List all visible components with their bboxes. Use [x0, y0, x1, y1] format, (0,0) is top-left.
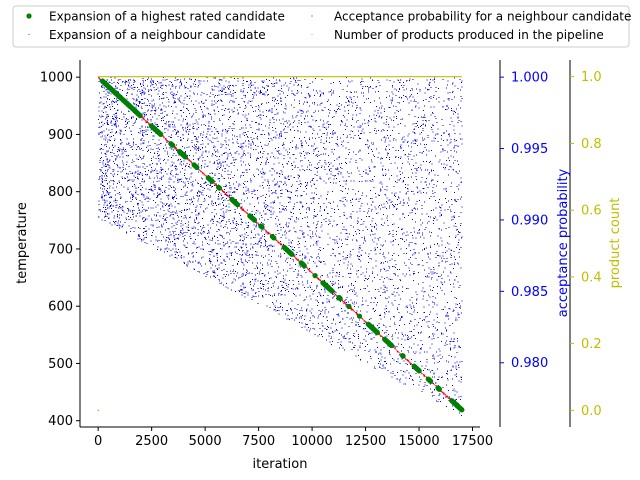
acceptance-axis-title: acceptance probability: [556, 168, 571, 317]
temperature-tick-label: 500: [48, 357, 73, 372]
acceptance-tick-label: 1.000: [511, 71, 548, 86]
legend-marker-products: [311, 34, 313, 35]
temperature-tick-label: 600: [48, 300, 73, 315]
highest-rated-candidate-point: [289, 251, 295, 257]
product-count-axis-title: product count: [608, 198, 623, 289]
highest-rated-candidate-point: [170, 142, 176, 148]
x-axis-ticks: 0 2500 5000 7500 10000 12500 15000 17500: [94, 427, 493, 449]
highest-rated-candidate-point: [182, 154, 188, 160]
highest-rated-candidate-point: [416, 368, 422, 374]
highest-rated-candidate-point: [259, 224, 265, 230]
temperature-tick-label: 1000: [40, 71, 73, 86]
product-count-tick-label: 1.0: [581, 70, 602, 85]
highest-rated-candidate-point: [271, 235, 277, 241]
product-count-tick-label: 0.4: [581, 270, 602, 285]
x-tick-label: 0: [94, 434, 102, 449]
highest-rated-candidate-point: [346, 303, 352, 310]
acceptance-tick-label: 0.980: [511, 356, 548, 371]
x-axis-title: iteration: [253, 457, 308, 472]
highest-rated-candidate-point: [459, 407, 465, 413]
highest-rated-candidate-point: [400, 353, 406, 359]
temperature-tick-label: 700: [48, 242, 73, 257]
highest-rated-candidate-points: [99, 78, 465, 413]
temperature-axis-title: temperature: [15, 202, 30, 284]
legend-label-products: Number of products produced in the pipel…: [334, 28, 604, 42]
product-count-points: [97, 76, 462, 412]
legend-marker-highest-rated: [26, 13, 32, 19]
product-count-axis-ticks: 0.0 0.2 0.4 0.6 0.8 1.0: [570, 70, 602, 419]
highest-rated-candidate-point: [301, 263, 307, 269]
legend-label-acceptance: Acceptance probability for a neighbour c…: [334, 10, 631, 24]
highest-rated-candidate-point: [436, 386, 442, 392]
temperature-tick-label: 800: [48, 185, 73, 200]
legend: Expansion of a highest rated candidate E…: [12, 5, 631, 48]
acceptance-tick-label: 0.990: [511, 213, 548, 228]
highest-rated-candidate-point: [251, 217, 258, 223]
product-count-tick-label: 0.6: [581, 204, 602, 219]
highest-rated-candidate-point: [374, 330, 380, 336]
product-count-outlier: [97, 409, 99, 412]
x-tick-label: 15000: [398, 434, 439, 449]
highest-rated-candidate-point: [158, 131, 164, 137]
highest-rated-candidate-point: [337, 296, 343, 302]
plot-area: [97, 76, 465, 416]
acceptance-tick-label: 0.985: [511, 285, 548, 300]
highest-rated-candidate-point: [329, 288, 335, 294]
temperature-axis-ticks: 400 500 600 700 800 900 1000: [40, 71, 80, 429]
highest-rated-candidate-point: [356, 313, 363, 319]
acceptance-axis-ticks: 0.980 0.985 0.990 0.995 1.000: [500, 71, 548, 371]
highest-rated-candidate-point: [312, 273, 318, 279]
highest-rated-candidate-point: [194, 164, 200, 170]
product-count-tick-label: 0.0: [581, 404, 602, 419]
x-tick-label: 17500: [452, 434, 493, 449]
legend-label-neighbour: Expansion of a neighbour candidate: [49, 28, 266, 42]
axes: 0 2500 5000 7500 10000 12500 15000 17500 400 500…: [15, 60, 623, 472]
legend-marker-neighbour: [28, 34, 30, 35]
product-count-tick-label: 0.8: [581, 137, 602, 152]
x-tick-label: 7500: [242, 434, 275, 449]
temperature-tick-label: 900: [48, 128, 73, 143]
product-count-tick-label: 0.2: [581, 337, 602, 352]
x-tick-label: 5000: [189, 434, 222, 449]
legend-marker-acceptance: [311, 15, 313, 17]
legend-label-highest-rated: Expansion of a highest rated candidate: [49, 10, 285, 24]
highest-rated-candidate-point: [235, 202, 241, 208]
legend-frame: [12, 5, 630, 48]
x-tick-label: 10000: [291, 434, 332, 449]
temperature-tick-label: 400: [48, 414, 73, 429]
highest-rated-candidate-point: [209, 178, 215, 184]
highest-rated-candidate-point: [428, 378, 434, 384]
acceptance-tick-label: 0.995: [511, 142, 548, 157]
highest-rated-candidate-point: [216, 185, 223, 191]
x-tick-label: 2500: [135, 434, 168, 449]
x-tick-label: 12500: [345, 434, 386, 449]
highest-rated-candidate-point: [137, 113, 143, 119]
highest-rated-candidate-point: [388, 342, 395, 349]
